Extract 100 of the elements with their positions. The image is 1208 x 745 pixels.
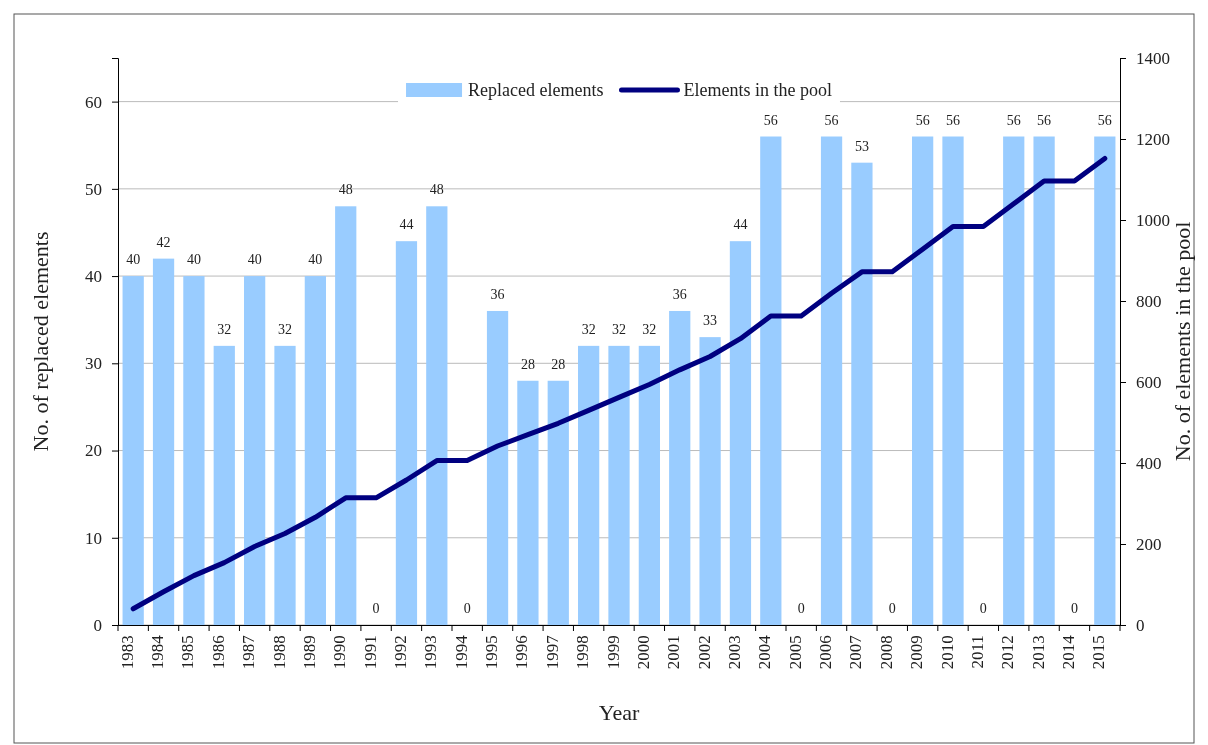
legend-label: Replaced elements xyxy=(468,80,604,100)
y-tick-label: 0 xyxy=(93,615,102,635)
bar xyxy=(1033,136,1055,625)
bar xyxy=(820,136,843,625)
data-label: 28 xyxy=(520,356,535,372)
bar xyxy=(395,241,418,625)
bar xyxy=(912,136,934,625)
x-tick-label: 2000 xyxy=(633,635,653,670)
x-tick-label: 2012 xyxy=(998,635,1018,670)
x-tick-label: 1986 xyxy=(208,635,228,670)
x-tick-label: 1996 xyxy=(512,635,532,670)
x-tick-label: 1989 xyxy=(299,635,319,670)
bar xyxy=(760,136,782,625)
x-tick-label: 1984 xyxy=(148,634,168,670)
y2-axis-title: No. of elements in the pool xyxy=(1170,221,1195,462)
x-tick-label: 2014 xyxy=(1058,634,1078,670)
bar xyxy=(244,276,266,625)
bar xyxy=(274,345,296,625)
x-tick-label: 1995 xyxy=(482,635,502,670)
bar xyxy=(851,162,873,625)
data-label: 36 xyxy=(672,286,687,302)
x-tick-label: 2013 xyxy=(1028,635,1048,670)
data-label: 28 xyxy=(551,356,566,372)
bar xyxy=(729,241,752,625)
data-label: 48 xyxy=(338,182,353,198)
bar xyxy=(699,337,721,625)
bar xyxy=(486,310,509,625)
data-label: 56 xyxy=(946,112,960,128)
bar xyxy=(122,276,144,625)
bar xyxy=(1094,136,1116,625)
y2-tick-label: 200 xyxy=(1136,534,1162,554)
x-tick-label: 1991 xyxy=(360,635,380,670)
y2-tick-label: 1400 xyxy=(1136,48,1170,68)
y-tick-label: 40 xyxy=(85,267,102,287)
data-label: 0 xyxy=(797,601,805,616)
data-label: 0 xyxy=(979,601,987,616)
data-label: 32 xyxy=(278,321,292,337)
bar xyxy=(304,276,326,625)
bar xyxy=(578,345,600,625)
y-tick-label: 20 xyxy=(85,441,102,461)
y2-tick-label: 0 xyxy=(1136,615,1145,635)
data-label: 53 xyxy=(854,138,869,154)
data-label: 0 xyxy=(463,601,471,616)
bar xyxy=(638,345,660,625)
data-label: 48 xyxy=(429,182,444,198)
x-axis-title: Year xyxy=(598,700,640,725)
x-tick-label: 2002 xyxy=(694,635,714,670)
legend-label: Elements in the pool xyxy=(683,80,832,100)
bar xyxy=(183,276,205,625)
y2-tick-label: 600 xyxy=(1136,372,1162,392)
data-label: 0 xyxy=(888,601,896,616)
x-tick-label: 1983 xyxy=(117,635,137,670)
x-tick-label: 1998 xyxy=(573,635,593,670)
bar xyxy=(1003,136,1025,625)
x-tick-label: 1987 xyxy=(239,634,259,670)
x-tick-label: 2006 xyxy=(816,635,836,670)
data-label: 0 xyxy=(372,601,380,616)
y-tick-label: 60 xyxy=(85,92,102,112)
data-label: 0 xyxy=(1070,601,1078,616)
data-label: 44 xyxy=(399,217,414,233)
x-tick-label: 1985 xyxy=(178,635,198,670)
y2-tick-label: 1200 xyxy=(1136,129,1170,149)
bar xyxy=(608,345,630,625)
bar xyxy=(669,310,691,625)
y2-tick-label: 800 xyxy=(1136,291,1162,311)
x-tick-label: 2007 xyxy=(846,634,866,670)
data-label: 40 xyxy=(308,252,323,268)
y-axis-title: No. of replaced elements xyxy=(28,231,53,452)
bar xyxy=(942,136,964,625)
x-tick-label: 1990 xyxy=(330,635,350,670)
data-label: 56 xyxy=(1006,112,1021,128)
y-tick-label: 10 xyxy=(85,528,102,548)
data-label: 56 xyxy=(915,112,930,128)
bar xyxy=(547,380,569,625)
data-label: 32 xyxy=(217,321,232,337)
data-label: 32 xyxy=(612,321,626,337)
data-label: 36 xyxy=(490,286,505,302)
data-label: 44 xyxy=(733,217,748,233)
bar xyxy=(517,380,539,625)
data-label: 32 xyxy=(581,321,596,337)
x-tick-label: 2005 xyxy=(785,635,805,670)
data-label: 32 xyxy=(642,321,657,337)
bar xyxy=(335,206,357,625)
y2-tick-label: 400 xyxy=(1136,453,1162,473)
data-label: 56 xyxy=(824,112,839,128)
y-tick-label: 30 xyxy=(85,354,102,374)
y-tick-label: 50 xyxy=(85,179,102,199)
bar xyxy=(426,206,448,625)
x-tick-label: 2004 xyxy=(755,634,775,670)
data-label: 33 xyxy=(703,313,718,329)
x-tick-label: 2009 xyxy=(907,635,927,670)
x-tick-label: 1993 xyxy=(421,635,441,670)
x-tick-label: 2008 xyxy=(876,635,896,670)
data-label: 40 xyxy=(126,252,141,268)
bar xyxy=(152,258,175,625)
data-label: 56 xyxy=(763,112,778,128)
bar xyxy=(213,345,235,625)
data-label: 56 xyxy=(1097,112,1112,128)
data-label: 56 xyxy=(1037,112,1052,128)
x-tick-label: 1999 xyxy=(603,635,623,670)
